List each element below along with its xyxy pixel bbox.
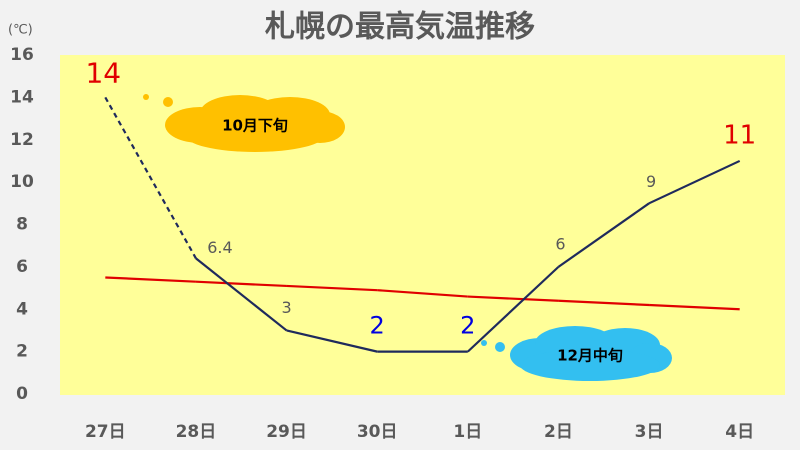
- x-tick-label: 29日: [266, 422, 307, 442]
- line-segment: [377, 289, 468, 298]
- data-label: 2: [460, 312, 475, 340]
- x-tick-label: 1日: [453, 422, 482, 442]
- data-label: 6: [555, 234, 565, 253]
- line-segment: [195, 257, 288, 332]
- line-segment: [558, 299, 650, 307]
- y-tick-label: 10: [10, 172, 34, 192]
- data-label: 14: [85, 56, 121, 89]
- y-tick-label: 12: [10, 130, 34, 150]
- line-segment: [467, 295, 559, 302]
- y-tick-label: 2: [16, 342, 28, 362]
- x-tick-label: 30日: [357, 422, 398, 442]
- data-label: 6.4: [207, 238, 232, 257]
- y-tick-label: 8: [16, 215, 28, 235]
- data-label: 2: [370, 312, 385, 340]
- callout-late-october: 10月下旬: [143, 94, 345, 152]
- y-tick-label: 6: [16, 257, 28, 277]
- data-label: 9: [646, 172, 656, 191]
- y-tick-label: 4: [16, 299, 28, 319]
- y-tick-label: 14: [10, 87, 34, 107]
- data-label: 11: [723, 120, 756, 150]
- line-segment: [557, 202, 650, 268]
- callout-text: 10月下旬: [222, 117, 288, 135]
- y-unit: (℃): [8, 23, 33, 38]
- x-tick-label: 3日: [635, 422, 664, 442]
- data-label: 3: [281, 298, 291, 317]
- line-segment: [467, 266, 560, 353]
- x-tick-label: 27日: [85, 422, 126, 442]
- line-segment: [286, 284, 378, 292]
- callout-text: 12月中旬: [557, 347, 623, 365]
- x-tick-label: 2日: [544, 422, 573, 442]
- line-segment: [286, 329, 378, 353]
- line-segment: [648, 159, 741, 205]
- x-tick-label: 4日: [725, 422, 754, 442]
- line-segment: [105, 276, 196, 283]
- line-segment: [649, 303, 740, 311]
- line-segment: [104, 96, 197, 259]
- callout-mid-december: 12月中旬: [481, 326, 672, 381]
- chart-title: 札幌の最高気温推移: [265, 10, 535, 45]
- y-tick-label: 16: [10, 45, 34, 65]
- y-tick-label: 0: [16, 384, 28, 404]
- x-tick-label: 28日: [176, 422, 217, 442]
- line-segment: [195, 280, 287, 288]
